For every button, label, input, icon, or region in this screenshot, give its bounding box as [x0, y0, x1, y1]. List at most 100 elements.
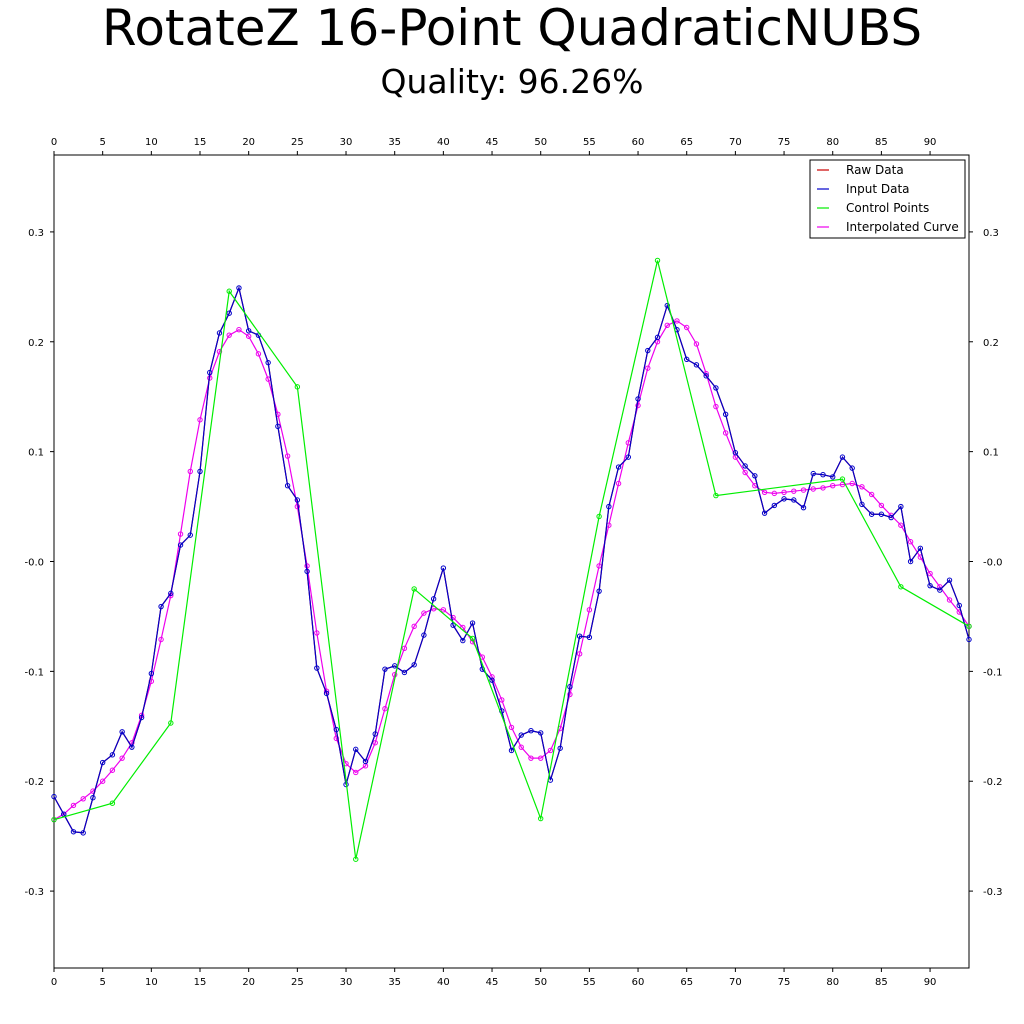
data-point — [469, 635, 476, 642]
data-point — [830, 474, 836, 480]
x-tick-label-top: 35 — [388, 137, 401, 148]
data-point — [742, 463, 748, 469]
data-point — [411, 586, 417, 592]
data-point — [216, 330, 223, 336]
data-point — [508, 724, 515, 731]
data-point — [557, 745, 563, 751]
data-point — [761, 489, 768, 495]
data-point — [635, 402, 641, 409]
x-tick-label-bottom: 80 — [826, 977, 839, 988]
x-tick-label-top: 60 — [632, 137, 645, 148]
data-point — [693, 362, 700, 368]
data-point — [51, 816, 57, 823]
data-point — [567, 684, 573, 690]
data-point — [333, 735, 339, 742]
x-tick-label-top: 85 — [875, 137, 888, 148]
data-point — [596, 563, 602, 569]
x-tick-label-bottom: 55 — [583, 977, 596, 988]
data-point — [158, 636, 164, 643]
data-point — [99, 759, 106, 766]
x-tick-label-bottom: 30 — [340, 977, 353, 988]
data-point — [372, 731, 378, 737]
y-tick-label-left: -0.3 — [24, 887, 44, 898]
series-line — [53, 320, 970, 821]
data-point — [391, 663, 398, 669]
x-tick-label-top: 80 — [826, 137, 839, 148]
data-point — [187, 532, 193, 538]
data-point — [284, 453, 291, 459]
x-tick-label-bottom: 70 — [729, 977, 742, 988]
data-point — [684, 324, 690, 331]
axis-ticks: 0055101015152020252530303535404045455050… — [24, 137, 1002, 988]
x-tick-label-bottom: 65 — [680, 977, 693, 988]
x-tick-label-bottom: 20 — [242, 977, 255, 988]
data-point — [138, 714, 145, 721]
data-point — [236, 326, 242, 333]
data-point — [109, 767, 116, 773]
y-tick-label-right: -0.3 — [983, 887, 1003, 898]
data-point — [713, 385, 719, 391]
data-point — [761, 510, 768, 516]
data-point — [450, 622, 456, 628]
data-point — [966, 636, 972, 643]
data-point — [382, 706, 388, 712]
data-point — [207, 369, 213, 376]
data-point — [109, 800, 116, 806]
data-point — [878, 511, 885, 517]
series-control-points — [51, 257, 972, 862]
y-tick-label-left: -0.2 — [24, 777, 44, 788]
data-point — [791, 488, 797, 494]
legend: Raw Data Input Data Control Points Interpol… — [809, 159, 966, 239]
x-tick-label-bottom: 10 — [145, 977, 158, 988]
data-point — [197, 468, 203, 475]
data-point — [645, 347, 651, 354]
data-point — [109, 752, 116, 758]
data-point — [732, 450, 739, 456]
data-point — [284, 482, 291, 489]
data-point — [664, 322, 670, 328]
x-tick-label-bottom: 50 — [534, 977, 547, 988]
x-tick-label-top: 30 — [340, 137, 353, 148]
chart-title: RotateZ 16-Point QuadraticNUBS — [101, 0, 923, 57]
x-tick-label-bottom: 75 — [778, 977, 791, 988]
data-point — [226, 332, 232, 338]
data-point — [596, 513, 602, 520]
data-point — [168, 720, 174, 726]
data-point — [791, 497, 797, 503]
y-tick-label-left: -0.0 — [24, 558, 44, 569]
data-point — [664, 302, 670, 309]
data-point — [314, 630, 320, 636]
data-point — [830, 482, 836, 489]
data-point — [917, 545, 924, 552]
data-point — [771, 490, 778, 497]
data-point — [645, 365, 651, 371]
data-point — [440, 565, 447, 571]
data-point — [226, 310, 232, 316]
data-point — [742, 469, 748, 476]
data-point — [450, 614, 456, 621]
data-point — [275, 423, 281, 430]
data-point — [693, 341, 700, 347]
data-point — [800, 504, 807, 511]
x-tick-label-top: 65 — [680, 137, 693, 148]
data-point — [168, 590, 174, 597]
data-point — [216, 348, 223, 355]
data-point — [839, 476, 846, 482]
data-point — [839, 481, 846, 488]
data-point — [615, 480, 622, 487]
data-point — [674, 318, 680, 324]
data-point — [148, 670, 155, 677]
data-point — [615, 464, 622, 470]
data-point — [654, 334, 661, 341]
data-point — [820, 485, 826, 491]
x-tick-label-top: 90 — [924, 137, 937, 148]
y-tick-label-left: 0.1 — [28, 448, 44, 459]
legend-box — [809, 159, 966, 239]
data-point — [946, 577, 953, 583]
data-point — [586, 607, 593, 613]
x-tick-label-top: 25 — [291, 137, 304, 148]
data-point — [713, 403, 719, 410]
data-point — [684, 356, 690, 363]
data-point — [538, 815, 544, 822]
data-point — [927, 582, 933, 589]
